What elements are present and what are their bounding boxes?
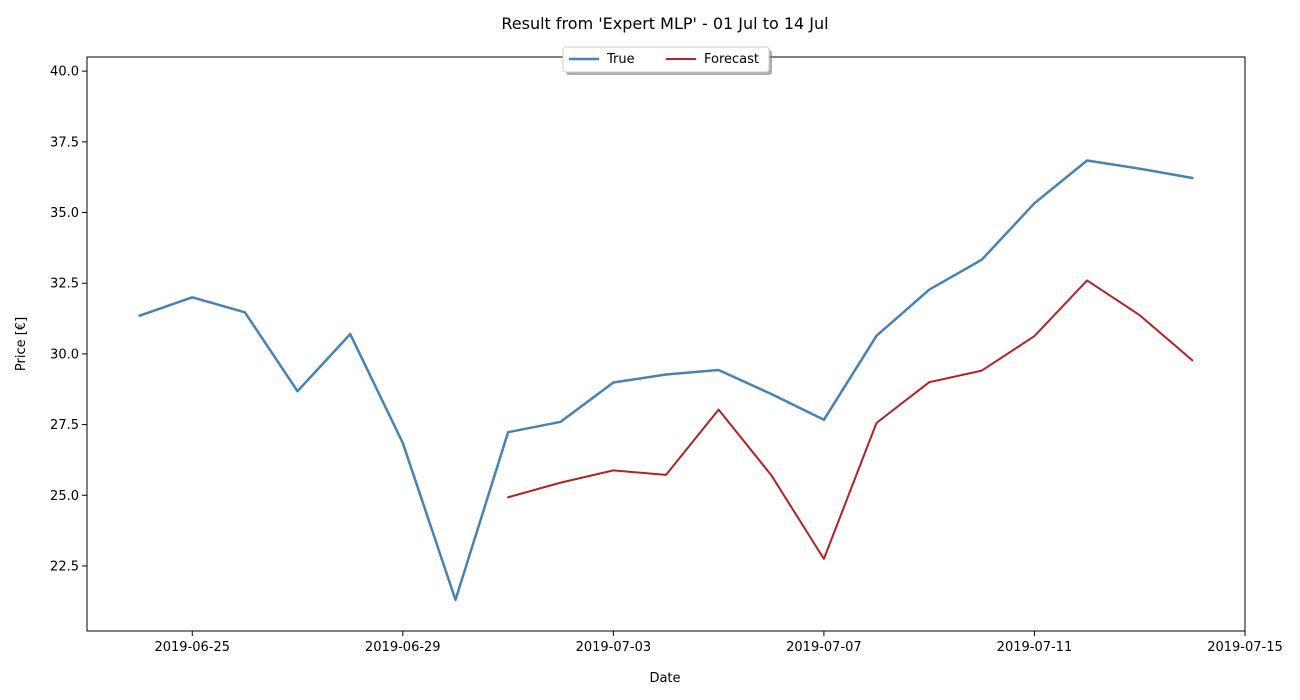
y-axis-label: Price [€] [14,317,29,371]
plot-area-frame [86,56,1246,632]
x-axis: 2019-06-25 2019-06-29 2019-07-03 2019-07-07… [154,631,1283,655]
series-lines [138,159,1194,602]
legend: True Forecast [562,46,772,75]
y-tick-label: 30.0 [50,347,79,362]
y-tick-label: 22.5 [50,559,79,574]
y-axis: 22.5 25.0 27.5 30.0 32.5 35.0 37.5 40.0 [50,65,87,574]
series-line-forecast [507,279,1194,560]
y-tick-label: 40.0 [50,65,79,80]
y-tick-label: 25.0 [50,489,79,504]
y-tick-label: 37.5 [50,135,79,150]
x-tick-label: 2019-06-29 [365,640,441,655]
legend-label-true: True [606,52,635,67]
x-tick-label: 2019-07-11 [997,640,1073,655]
x-tick-label: 2019-07-03 [576,640,652,655]
x-tick-label: 2019-06-25 [154,640,230,655]
series-line-true [138,159,1194,602]
x-axis-label: Date [649,671,680,686]
chart-title: Result from 'Expert MLP' - 01 Jul to 14 … [501,14,828,33]
x-tick-label: 2019-07-15 [1207,640,1283,655]
legend-label-forecast: Forecast [704,52,759,67]
y-tick-label: 27.5 [50,418,79,433]
y-tick-label: 32.5 [50,277,79,292]
y-tick-label: 35.0 [50,206,79,221]
x-tick-label: 2019-07-07 [786,640,862,655]
